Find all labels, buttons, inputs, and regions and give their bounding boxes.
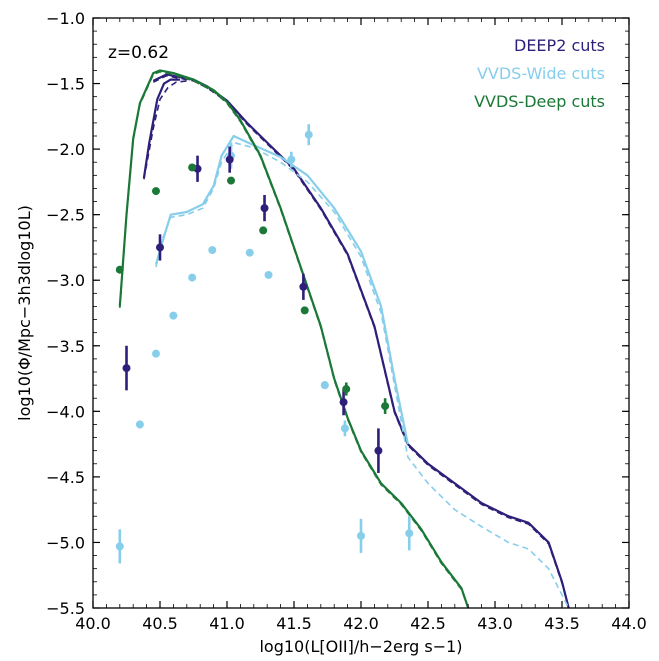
data-point xyxy=(188,163,197,172)
data-marker xyxy=(151,187,160,196)
data-point xyxy=(188,273,197,282)
model-curve-2 xyxy=(142,78,181,179)
x-tick-label: 44.0 xyxy=(611,614,647,633)
data-point xyxy=(156,234,164,261)
model-curve-7 xyxy=(119,71,469,608)
data-marker xyxy=(264,270,273,279)
model-curve-5 xyxy=(155,141,570,608)
data-marker xyxy=(320,381,329,390)
data-point xyxy=(264,270,273,279)
y-tick-label: −2.0 xyxy=(46,140,85,159)
data-marker xyxy=(227,176,236,185)
data-point xyxy=(259,226,268,235)
data-marker xyxy=(156,243,164,252)
data-marker xyxy=(245,248,254,257)
data-marker xyxy=(259,226,268,235)
data-point xyxy=(260,195,269,222)
y-tick-label: −5.5 xyxy=(46,599,85,618)
data-point xyxy=(169,311,178,320)
data-point xyxy=(381,398,390,414)
data-marker xyxy=(340,424,349,433)
data-marker xyxy=(151,349,160,358)
data-point xyxy=(320,381,329,390)
x-tick-label: 42.0 xyxy=(343,614,379,633)
legend-entry-vvds-wide: VVDS-Wide cuts xyxy=(477,64,605,83)
data-marker xyxy=(381,402,390,411)
data-point xyxy=(245,248,254,257)
data-point xyxy=(225,146,234,173)
data-point xyxy=(304,124,313,146)
x-tick-label: 43.5 xyxy=(544,614,580,633)
y-axis-label: log10(Φ/Mpc−3h3dlog10L) xyxy=(15,205,34,421)
data-point xyxy=(299,273,308,300)
data-point xyxy=(357,518,365,553)
y-tick-label: −3.5 xyxy=(46,337,85,356)
y-tick-label: −1.5 xyxy=(46,75,85,94)
data-point xyxy=(287,151,296,168)
legend: DEEP2 cuts VVDS-Wide cuts VVDS-Deep cuts xyxy=(474,36,605,111)
data-marker xyxy=(169,311,178,320)
data-marker xyxy=(357,531,365,540)
data-point xyxy=(115,265,124,274)
model-curve-1 xyxy=(152,74,570,608)
data-marker xyxy=(225,155,234,164)
data-marker xyxy=(188,273,197,282)
y-tick-label: −3.0 xyxy=(46,271,85,290)
y-tick-label: −4.0 xyxy=(46,402,85,421)
y-tick-label: −4.5 xyxy=(46,468,85,487)
x-tick-label: 42.5 xyxy=(410,614,446,633)
legend-entry-vvds-deep: VVDS-Deep cuts xyxy=(474,92,605,111)
data-marker xyxy=(339,398,348,407)
x-tick-label: 41.5 xyxy=(276,614,312,633)
data-point xyxy=(151,187,160,196)
data-point xyxy=(227,176,236,185)
data-point xyxy=(342,382,351,396)
data-marker xyxy=(115,542,124,551)
data-marker xyxy=(374,446,383,455)
data-marker xyxy=(122,364,131,373)
y-tick-label: −2.5 xyxy=(46,206,85,225)
data-point xyxy=(208,246,217,255)
x-axis-label: log10(L[OII]/h−2erg s−1) xyxy=(259,637,462,656)
y-tick-label: −5.0 xyxy=(46,533,85,552)
data-marker xyxy=(304,130,313,139)
plot-frame xyxy=(92,17,630,609)
axis-tick-labels: 40.0 40.5 41.0 41.5 42.0 42.5 43.0 43.5 44.0 −5.5… xyxy=(46,9,647,633)
model-curve-3 xyxy=(143,80,187,180)
data-point xyxy=(115,529,124,564)
y-tick-label: −1.0 xyxy=(46,9,85,28)
x-tick-label: 43.0 xyxy=(477,614,513,633)
legend-entry-deep2: DEEP2 cuts xyxy=(514,36,605,55)
data-marker xyxy=(208,246,217,255)
x-tick-label: 40.5 xyxy=(142,614,178,633)
x-tick-label: 41.0 xyxy=(209,614,245,633)
data-marker xyxy=(299,282,308,291)
data-point xyxy=(339,389,348,416)
data-marker xyxy=(135,420,144,429)
data-point xyxy=(374,428,383,473)
data-marker xyxy=(260,204,269,213)
data-point xyxy=(122,345,131,391)
plot-area xyxy=(115,69,570,608)
data-marker xyxy=(300,306,309,315)
data-marker xyxy=(115,265,124,274)
annotation-redshift: z=0.62 xyxy=(108,43,169,63)
model-curve-4 xyxy=(154,134,409,445)
data-point xyxy=(300,306,309,315)
data-marker xyxy=(287,155,296,164)
x-tick-label: 40.0 xyxy=(75,614,111,633)
data-marker xyxy=(188,163,197,172)
data-point xyxy=(405,516,414,551)
data-point xyxy=(151,349,160,358)
data-marker xyxy=(342,385,351,394)
data-point xyxy=(135,420,144,429)
data-marker xyxy=(405,529,414,538)
data-point xyxy=(340,420,349,437)
